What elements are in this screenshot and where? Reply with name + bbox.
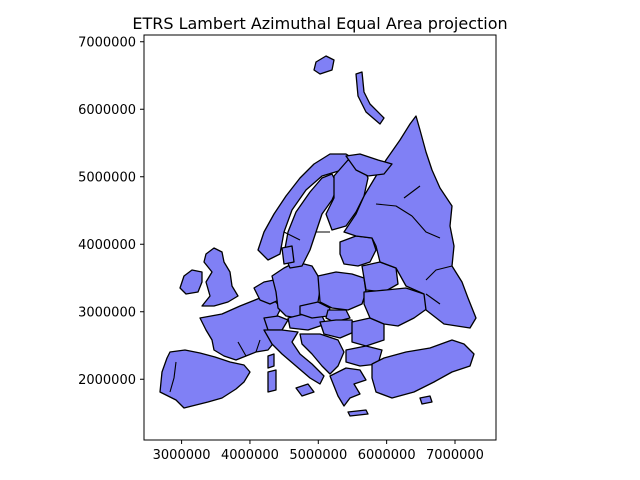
russia xyxy=(343,115,477,329)
sicily xyxy=(295,383,315,397)
y-axis: 2000000 3000000 4000000 5000000 6000000 70000… xyxy=(78,35,144,388)
x-tick-label: 7000000 xyxy=(426,448,484,463)
turkey xyxy=(371,339,475,399)
portugal-border xyxy=(169,361,177,393)
europe-map xyxy=(159,55,477,417)
y-tick-label: 4000000 xyxy=(78,238,136,253)
x-tick-label: 5000000 xyxy=(289,448,347,463)
corsica xyxy=(267,353,275,369)
iberian-peninsula xyxy=(159,349,251,409)
y-tick-label: 6000000 xyxy=(78,103,136,118)
switzerland xyxy=(263,315,289,331)
baltic-states xyxy=(339,235,377,267)
x-tick-label: 4000000 xyxy=(221,448,279,463)
greece xyxy=(329,367,367,407)
x-axis: 3000000 4000000 5000000 6000000 7000000 xyxy=(153,440,484,463)
cyprus xyxy=(419,395,433,405)
ireland xyxy=(179,269,203,295)
x-tick-label: 6000000 xyxy=(358,448,416,463)
y-tick-label: 3000000 xyxy=(78,305,136,320)
plot-frame xyxy=(143,34,497,441)
kola-peninsula xyxy=(345,153,393,177)
map-title: ETRS Lambert Azimuthal Equal Area projec… xyxy=(132,14,507,33)
novaya-zemlya xyxy=(355,71,385,125)
italy xyxy=(263,329,325,385)
y-tick-label: 2000000 xyxy=(78,373,136,388)
y-tick-label: 5000000 xyxy=(78,170,136,185)
internal-borders xyxy=(237,185,453,357)
y-tick-label: 7000000 xyxy=(78,35,136,50)
sardinia xyxy=(267,369,277,393)
great-britain xyxy=(201,247,239,307)
x-tick-label: 3000000 xyxy=(153,448,211,463)
denmark xyxy=(281,245,295,265)
poland xyxy=(317,271,367,311)
western-balkans xyxy=(299,333,345,375)
svalbard xyxy=(313,55,335,75)
crete xyxy=(347,409,369,417)
ukraine xyxy=(363,287,429,327)
